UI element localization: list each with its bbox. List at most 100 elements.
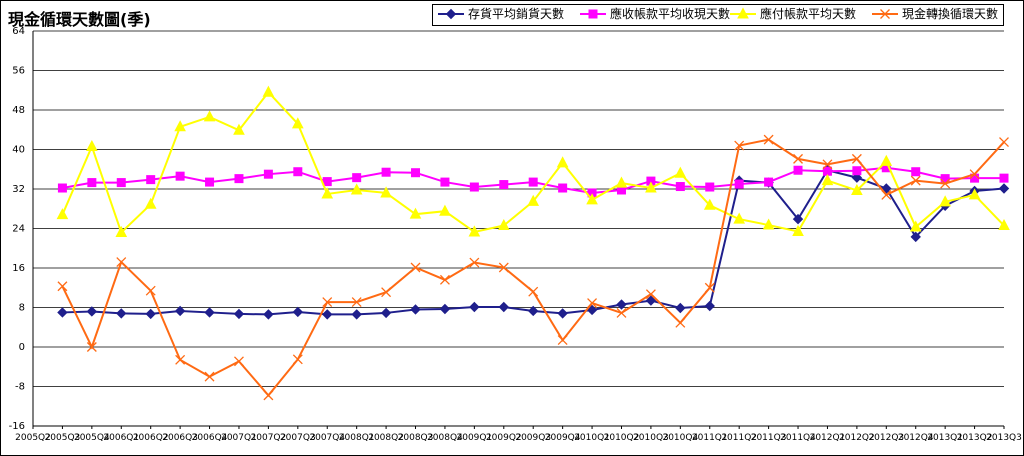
data-point-x bbox=[910, 175, 921, 186]
data-point-square bbox=[675, 182, 685, 192]
y-tick-label: 56 bbox=[12, 66, 25, 77]
data-point-x bbox=[587, 298, 598, 309]
x-tick-label: 2009Q4 bbox=[545, 433, 581, 443]
x-marker-stroke bbox=[351, 297, 362, 308]
data-point-x bbox=[263, 390, 274, 401]
legend-label: 應收帳款平均收現天數 bbox=[610, 6, 730, 21]
data-point-square bbox=[322, 177, 332, 187]
data-point-x bbox=[145, 285, 156, 296]
data-point-diamond bbox=[645, 295, 657, 306]
data-point-triangle bbox=[144, 197, 157, 209]
data-point-square bbox=[381, 167, 391, 177]
x-marker-stroke bbox=[410, 262, 421, 273]
legend-item-2: 應付帳款平均天數 bbox=[730, 6, 856, 21]
x-marker-stroke bbox=[704, 282, 715, 293]
data-point-x bbox=[645, 289, 656, 300]
data-point-triangle bbox=[262, 85, 275, 97]
data-point-triangle bbox=[851, 183, 863, 195]
x-marker-stroke bbox=[263, 390, 274, 401]
x-marker-stroke bbox=[999, 137, 1009, 148]
x-marker-stroke bbox=[469, 257, 480, 268]
data-point-triangle bbox=[556, 156, 569, 168]
x-tick-label: 2013Q1 bbox=[927, 433, 963, 443]
data-point-diamond bbox=[439, 303, 451, 315]
x-tick-label: 2006Q3 bbox=[162, 433, 198, 443]
y-tick-label: 64 bbox=[12, 26, 25, 37]
data-point-x bbox=[351, 297, 362, 308]
data-point-triangle bbox=[468, 225, 481, 237]
data-point-square bbox=[263, 169, 273, 179]
x-tick-label: 2010Q2 bbox=[604, 433, 640, 443]
data-point-square bbox=[116, 178, 126, 188]
x-tick-label: 2006Q2 bbox=[133, 433, 169, 443]
x-tick-label: 2013Q2 bbox=[957, 433, 993, 443]
y-tick-label: 48 bbox=[12, 105, 25, 116]
x-marker-stroke bbox=[587, 298, 598, 309]
data-point-square bbox=[734, 179, 744, 189]
data-point-diamond bbox=[292, 306, 304, 318]
data-point-x bbox=[57, 281, 68, 292]
y-tick-label: 16 bbox=[12, 263, 25, 274]
legend-label: 應付帳款平均天數 bbox=[760, 6, 856, 21]
data-point-square bbox=[822, 166, 832, 176]
series-3 bbox=[57, 134, 1009, 401]
x-tick-label: 2007Q1 bbox=[221, 433, 257, 443]
data-point-triangle bbox=[86, 139, 98, 152]
x-tick-label: 2011Q1 bbox=[692, 433, 728, 443]
data-point-x bbox=[292, 354, 303, 365]
data-point-diamond bbox=[233, 308, 245, 320]
x-tick-label: 2011Q3 bbox=[751, 433, 787, 443]
x-marker-stroke bbox=[881, 189, 892, 200]
data-point-diamond bbox=[380, 307, 392, 319]
data-point-triangle bbox=[615, 176, 628, 188]
x-marker-stroke bbox=[116, 257, 127, 268]
x-tick-label: 2007Q3 bbox=[280, 433, 316, 443]
x-tick-label: 2008Q2 bbox=[368, 433, 404, 443]
data-point-square bbox=[558, 183, 568, 193]
x-marker-stroke bbox=[969, 169, 980, 180]
x-marker-stroke bbox=[86, 342, 97, 352]
chart-title: 現金循環天數圖(季) bbox=[8, 10, 151, 29]
data-point-square bbox=[175, 171, 185, 181]
data-point-x bbox=[793, 153, 803, 164]
data-point-square bbox=[705, 182, 715, 192]
series-line bbox=[61, 90, 1005, 235]
data-point-triangle bbox=[733, 212, 746, 224]
data-point-x bbox=[851, 153, 862, 164]
data-point-square bbox=[999, 173, 1009, 183]
data-point-triangle bbox=[291, 117, 304, 129]
grid-lines bbox=[33, 30, 1004, 427]
data-point-x bbox=[763, 134, 774, 145]
data-point-triangle bbox=[321, 187, 334, 199]
x-tick-label: 2008Q4 bbox=[427, 433, 463, 443]
x-marker-stroke bbox=[940, 178, 951, 189]
data-point-diamond bbox=[445, 8, 457, 20]
legend-label: 現金轉換循環天數 bbox=[902, 6, 998, 21]
legend-item-1: 應收帳款平均收現天數 bbox=[580, 6, 730, 21]
legend-item-3: 現金轉換循環天數 bbox=[872, 6, 998, 21]
data-point-x bbox=[999, 137, 1009, 148]
data-point-triangle bbox=[233, 123, 245, 135]
x-marker-stroke bbox=[439, 274, 450, 285]
data-point-diamond bbox=[86, 306, 98, 317]
series-lines bbox=[56, 85, 1010, 401]
data-point-triangle bbox=[703, 198, 716, 210]
data-point-triangle bbox=[586, 193, 598, 205]
y-tick-label: 8 bbox=[19, 303, 25, 314]
x-marker-stroke bbox=[175, 354, 186, 365]
data-point-x bbox=[498, 262, 509, 273]
y-tick-label: 0 bbox=[19, 342, 25, 353]
data-point-x bbox=[557, 335, 568, 346]
data-point-triangle bbox=[880, 154, 893, 166]
data-point-diamond bbox=[204, 307, 215, 318]
x-marker-stroke bbox=[234, 356, 244, 367]
x-marker-stroke bbox=[645, 289, 656, 300]
data-point-diamond bbox=[263, 309, 274, 320]
data-point-x bbox=[528, 286, 539, 297]
x-tick-label: 2013Q3 bbox=[986, 433, 1022, 443]
data-point-triangle bbox=[380, 186, 392, 198]
data-point-diamond bbox=[792, 213, 804, 225]
data-point-x bbox=[675, 317, 686, 328]
x-marker-stroke bbox=[322, 297, 333, 308]
